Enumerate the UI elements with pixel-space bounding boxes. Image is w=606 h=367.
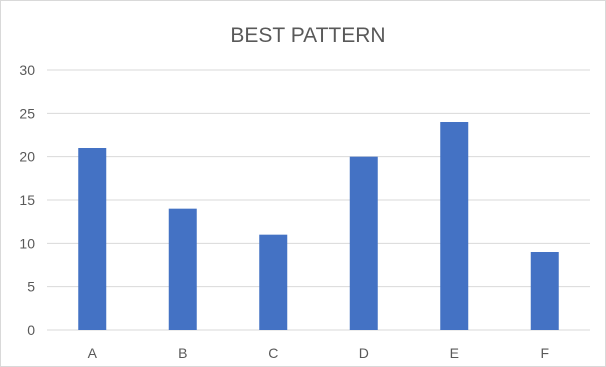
bars (78, 122, 559, 330)
x-tick-label-C: C (268, 345, 278, 361)
y-axis-ticks: 0 5 10 15 20 25 30 (19, 62, 35, 338)
y-tick-label-0: 0 (27, 322, 35, 338)
bar-F (530, 252, 559, 330)
bar-B (168, 208, 197, 330)
y-tick-label-5: 5 (27, 279, 35, 295)
y-tick-label-10: 10 (19, 235, 35, 251)
gridlines (47, 69, 590, 331)
chart-title: BEST PATTERN (230, 24, 385, 47)
x-tick-label-A: A (88, 345, 98, 361)
x-axis-ticks: A B C D E F (88, 345, 549, 361)
x-tick-label-E: E (450, 345, 459, 361)
bar-E (440, 122, 469, 330)
y-tick-label-30: 30 (19, 62, 35, 78)
bar-D (349, 156, 378, 330)
x-tick-label-D: D (359, 345, 369, 361)
x-tick-label-B: B (178, 345, 187, 361)
bar-A (78, 148, 107, 330)
y-tick-label-25: 25 (19, 105, 35, 121)
y-tick-label-20: 20 (19, 149, 35, 165)
y-tick-label-15: 15 (19, 192, 35, 208)
x-tick-label-F: F (540, 345, 549, 361)
bar-C (259, 234, 288, 330)
